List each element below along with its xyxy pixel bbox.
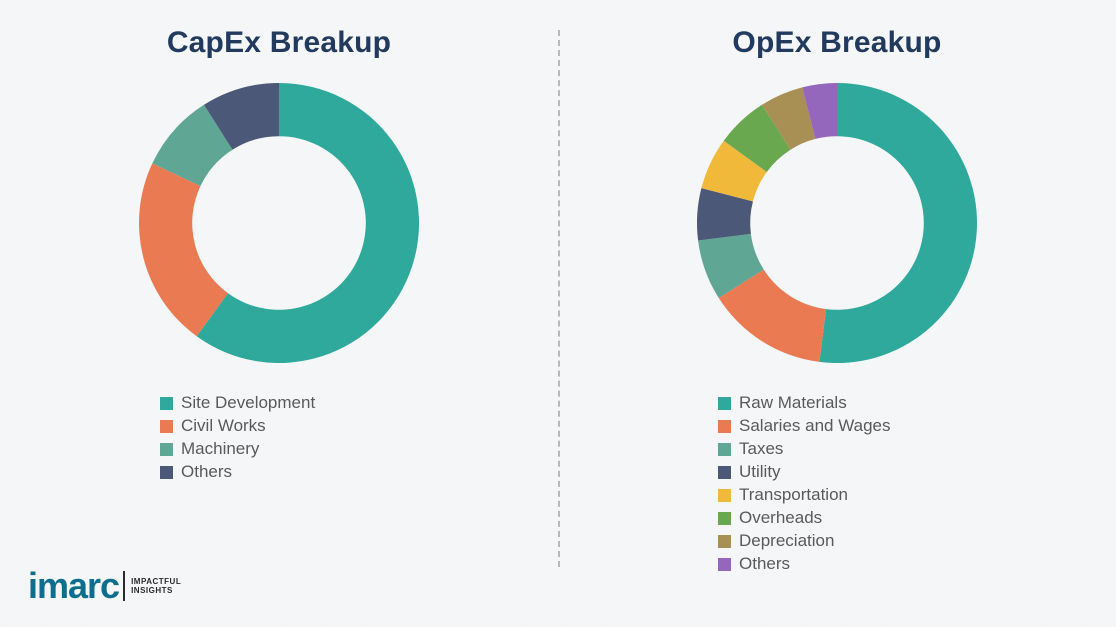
legend-item: Taxes	[718, 439, 891, 459]
legend-label: Civil Works	[181, 416, 266, 436]
brand-divider	[123, 571, 125, 601]
legend-item: Depreciation	[718, 531, 891, 551]
legend-item: Transportation	[718, 485, 891, 505]
donut-segment	[819, 83, 977, 363]
brand-tagline: IMPACTFUL INSIGHTS	[131, 577, 181, 595]
brand-mark: imarc	[28, 565, 119, 607]
donut-segment	[139, 163, 228, 336]
legend-swatch	[718, 489, 731, 502]
legend-swatch	[718, 443, 731, 456]
vertical-divider	[558, 30, 560, 567]
legend-item: Utility	[718, 462, 891, 482]
brand-tag-line1: IMPACTFUL	[131, 577, 181, 586]
legend-item: Raw Materials	[718, 393, 891, 413]
legend-label: Raw Materials	[739, 393, 847, 413]
legend-label: Others	[181, 462, 232, 482]
legend-item: Civil Works	[160, 416, 315, 436]
legend-label: Overheads	[739, 508, 822, 528]
opex-panel: OpEx Breakup Raw Materials Salaries and W…	[558, 0, 1116, 627]
capex-donut	[124, 68, 434, 378]
legend-swatch	[718, 558, 731, 571]
legend-item: Site Development	[160, 393, 315, 413]
capex-title: CapEx Breakup	[167, 26, 391, 60]
legend-label: Salaries and Wages	[739, 416, 891, 436]
legend-label: Depreciation	[739, 531, 834, 551]
legend-item: Salaries and Wages	[718, 416, 891, 436]
opex-title: OpEx Breakup	[732, 26, 941, 60]
legend-label: Transportation	[739, 485, 848, 505]
capex-panel: CapEx Breakup Site Development Civil Work…	[0, 0, 558, 627]
legend-swatch	[718, 466, 731, 479]
legend-swatch	[160, 443, 173, 456]
legend-item: Others	[718, 554, 891, 574]
panels-container: CapEx Breakup Site Development Civil Work…	[0, 0, 1116, 627]
legend-swatch	[160, 466, 173, 479]
legend-label: Taxes	[739, 439, 783, 459]
legend-swatch	[718, 397, 731, 410]
legend-label: Others	[739, 554, 790, 574]
brand-tag-line2: INSIGHTS	[131, 586, 173, 595]
opex-donut	[682, 68, 992, 378]
legend-item: Others	[160, 462, 315, 482]
opex-legend: Raw Materials Salaries and Wages Taxes Util…	[718, 390, 891, 577]
legend-label: Utility	[739, 462, 781, 482]
legend-label: Machinery	[181, 439, 259, 459]
legend-swatch	[718, 420, 731, 433]
legend-label: Site Development	[181, 393, 315, 413]
legend-item: Overheads	[718, 508, 891, 528]
legend-swatch	[160, 420, 173, 433]
capex-legend: Site Development Civil Works Machinery Othe…	[160, 390, 315, 485]
legend-item: Machinery	[160, 439, 315, 459]
legend-swatch	[160, 397, 173, 410]
brand-logo: imarc IMPACTFUL INSIGHTS	[28, 565, 181, 607]
legend-swatch	[718, 535, 731, 548]
legend-swatch	[718, 512, 731, 525]
